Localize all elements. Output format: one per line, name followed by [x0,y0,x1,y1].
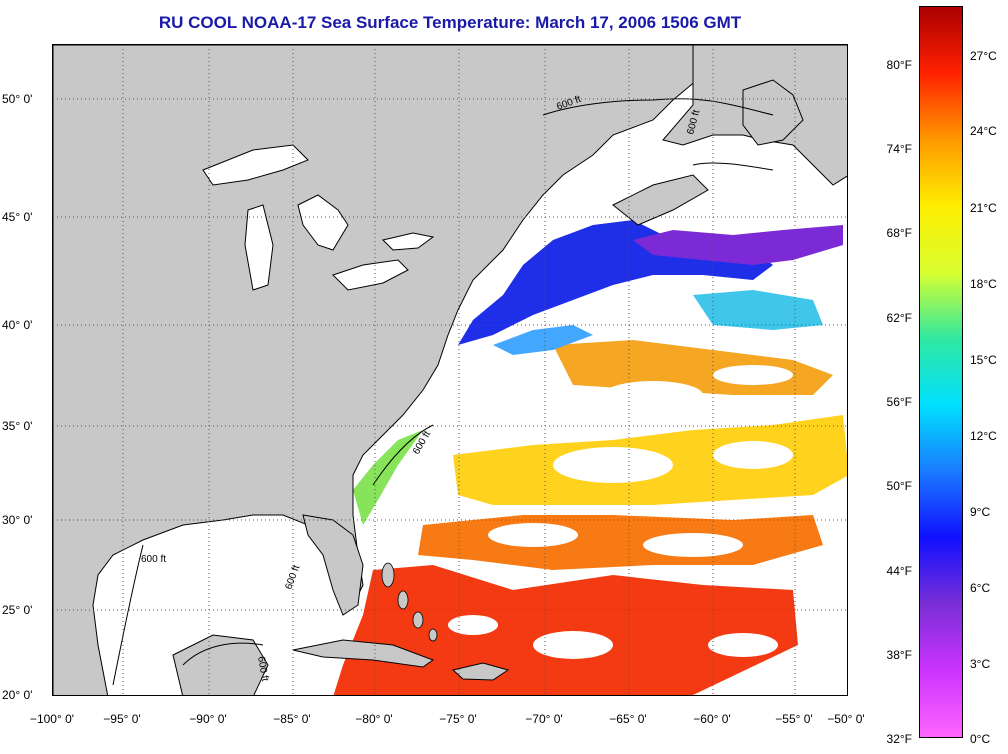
lon-label-80: −80° 0' [355,712,393,726]
scale-label-6c: 6°C [970,581,991,595]
lon-label-100: −100° 0' [29,712,75,726]
lon-label-85: −85° 0' [273,712,311,726]
scale-label-12c: 12°C [970,429,997,443]
great-lakes [202,144,435,291]
map-title: RU COOL NOAA-17 Sea Surface Temperature:… [158,13,742,32]
land-cuba [292,639,435,668]
lat-label-25: 25° 0' [2,603,33,617]
scale-label-50f: 50°F [886,479,912,493]
scale-label-38f: 38°F [886,648,912,662]
lon-label-95: −95° 0' [103,712,141,726]
lon-label-60: −60° 0' [693,712,731,726]
lon-label-70: −70° 0' [525,712,563,726]
sst-patch-green-coast [353,430,423,525]
lon-label-75: −75° 0' [439,712,477,726]
scale-label-27c: 27°C [970,49,997,63]
lat-label-40: 40° 0' [2,318,33,332]
scale-label-3c: 3°C [970,657,991,671]
scale-label-21c: 21°C [970,201,997,215]
scale-label-15c: 15°C [970,353,997,367]
lat-label-30: 30° 0' [2,513,33,527]
sst-patch-purple-shelf [633,225,843,265]
scale-label-32f: 32°F [886,732,912,746]
lon-label-90: −90° 0' [189,712,227,726]
lat-label-35: 35° 0' [2,419,33,433]
lat-label-50: 50° 0' [2,92,33,106]
lon-label-50: −50° 0' [827,712,865,726]
scale-label-24c: 24°C [970,124,997,138]
scale-label-68f: 68°F [886,226,912,240]
scale-label-44f: 44°F [886,564,912,578]
sst-patch-light-blue [493,325,593,355]
land-bahamas [381,562,438,642]
isobath-lines [112,98,774,686]
sst-colorbar [919,6,963,738]
sst-map-canvas: 600 ft 600 ft 600 ft 600 ft 600 ft 600 f… [53,45,847,695]
scale-label-56f: 56°F [886,395,912,409]
sst-map: 600 ft 600 ft 600 ft 600 ft 600 ft 600 f… [52,44,848,696]
lat-label-45: 45° 0' [2,210,33,224]
lon-label-55: −55° 0' [775,712,813,726]
map-grid [53,45,847,695]
sst-patch-south-red [333,565,798,695]
land-nova-scotia [612,174,709,226]
land-florida [302,514,364,616]
land-newfoundland [742,79,804,146]
isobath-label: 600 ft [255,656,270,683]
scale-label-74f: 74°F [886,142,912,156]
lon-label-65: −65° 0' [609,712,647,726]
cloud-patches [448,365,793,659]
scale-label-62f: 62°F [886,311,912,325]
isobath-label: 600 ft [141,554,166,565]
scale-label-18c: 18°C [970,277,997,291]
scale-label-80f: 80°F [886,58,912,72]
sst-patch-cyan [693,290,823,330]
scale-label-9c: 9°C [970,505,991,519]
lat-label-20: 20° 0' [2,688,33,702]
land-hispaniola [451,662,510,681]
scale-label-0c: 0°C [970,732,991,746]
land-yucatan [172,634,269,695]
